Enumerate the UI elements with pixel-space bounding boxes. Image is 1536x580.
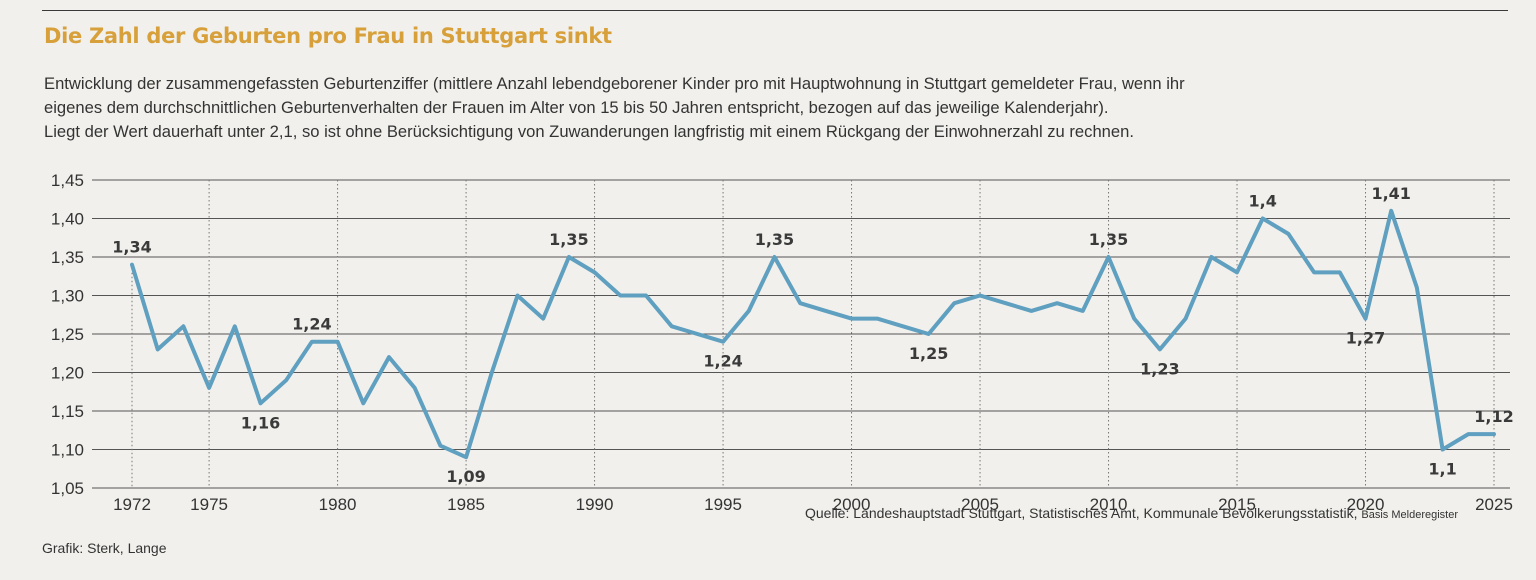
data-label: 1,1 — [1428, 460, 1456, 479]
subtitle-line-1: Entwicklung der zusammengefassten Geburt… — [44, 74, 1185, 93]
series-line — [130, 208, 1496, 460]
y-tick-label: 1,10 — [51, 441, 84, 460]
top-rule — [42, 10, 1508, 11]
x-tick-label: 1995 — [704, 495, 742, 514]
y-tick-label: 1,15 — [51, 402, 84, 421]
data-label: 1,34 — [112, 238, 151, 257]
source-note: Quelle: Landeshauptstadt Stuttgart, Stat… — [805, 505, 1458, 521]
data-label: 1,24 — [703, 352, 742, 371]
x-tick-label: 2000 — [833, 495, 871, 514]
y-tick-label: 1,40 — [51, 210, 84, 229]
data-label: 1,41 — [1371, 184, 1410, 203]
x-tick-label: 1985 — [447, 495, 485, 514]
x-tick-label: 1975 — [190, 495, 228, 514]
data-label: 1,12 — [1474, 407, 1513, 426]
data-label: 1,24 — [292, 315, 331, 334]
data-label: 1,23 — [1140, 359, 1179, 378]
data-label: 1,35 — [755, 230, 794, 249]
subtitle-line-3: Liegt der Wert dauerhaft unter 2,1, so i… — [44, 122, 1134, 141]
data-label: 1,25 — [909, 344, 948, 363]
chart-subtitle: Entwicklung der zusammengefassten Geburt… — [44, 72, 1484, 144]
y-tick-label: 1,30 — [51, 287, 84, 306]
data-label: 1,09 — [446, 467, 485, 486]
y-tick-label: 1,35 — [51, 248, 84, 267]
x-tick-label: 1980 — [319, 495, 357, 514]
y-tick-label: 1,05 — [51, 479, 84, 498]
graphic-credit: Grafik: Sterk, Lange — [42, 540, 167, 556]
y-tick-label: 1,25 — [51, 325, 84, 344]
data-label: 1,35 — [1089, 230, 1128, 249]
x-tick-label: 2025 — [1475, 495, 1513, 514]
chart-title: Die Zahl der Geburten pro Frau in Stuttg… — [44, 24, 612, 48]
x-tick-label: 1990 — [576, 495, 614, 514]
source-small: Basis Melderegister — [1361, 509, 1458, 521]
y-tick-label: 1,45 — [51, 171, 84, 190]
source-main: Quelle: Landeshauptstadt Stuttgart, Stat… — [805, 505, 1362, 521]
data-label: 1,16 — [241, 413, 280, 432]
data-label: 1,27 — [1346, 329, 1385, 348]
y-tick-label: 1,20 — [51, 364, 84, 383]
data-label: 1,4 — [1249, 192, 1277, 211]
data-label: 1,35 — [549, 230, 588, 249]
x-tick-label: 2010 — [1090, 495, 1128, 514]
x-tick-label: 2020 — [1347, 495, 1385, 514]
x-tick-label: 2005 — [961, 495, 999, 514]
x-tick-label: 1972 — [113, 495, 151, 514]
x-tick-label: 2015 — [1218, 495, 1256, 514]
subtitle-line-2: eigenes dem durchschnittlichen Geburtenv… — [44, 98, 1109, 117]
